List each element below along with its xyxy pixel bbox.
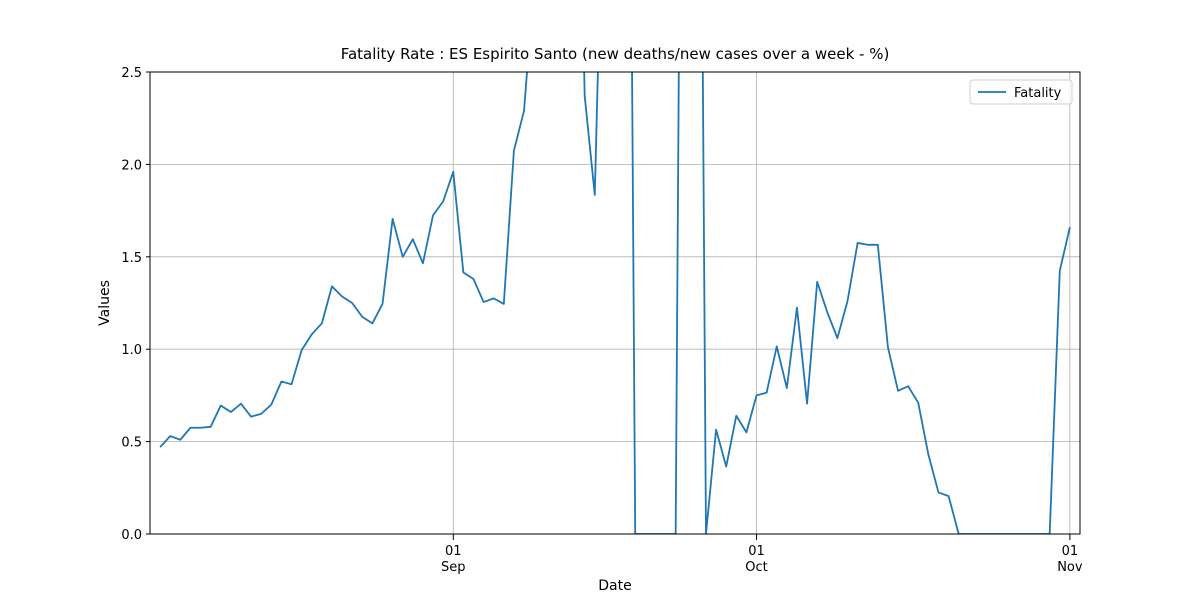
y-tick-label: 2.0 (121, 158, 142, 173)
y-tick-label: 1.5 (121, 251, 142, 266)
chart-title: Fatality Rate : ES Espirito Santo (new d… (341, 45, 890, 63)
y-tick-label: 0.5 (121, 436, 142, 451)
x-tick-label: 01 Sep (441, 544, 466, 575)
data-line (159, 72, 1071, 534)
axes-frame (149, 71, 1081, 535)
legend: Fatality (969, 79, 1073, 105)
x-tick-label: 01 Nov (1057, 544, 1083, 575)
ticks: 0.0 0.5 1.0 1.5 2.0 2.5 01 Sep 01 Oct 01 Nov (121, 66, 1083, 575)
plot-area (159, 72, 1071, 534)
y-tick-label: 2.5 (121, 66, 142, 81)
y-axis-label: Values (97, 280, 113, 326)
y-tick-label: 0.0 (121, 528, 142, 543)
x-axis-label: Date (598, 578, 631, 594)
legend-label: Fatality (1014, 86, 1062, 101)
y-tick-label: 1.0 (121, 343, 142, 358)
x-tick-label: 01 Oct (745, 544, 767, 575)
legend-box (969, 79, 1073, 105)
